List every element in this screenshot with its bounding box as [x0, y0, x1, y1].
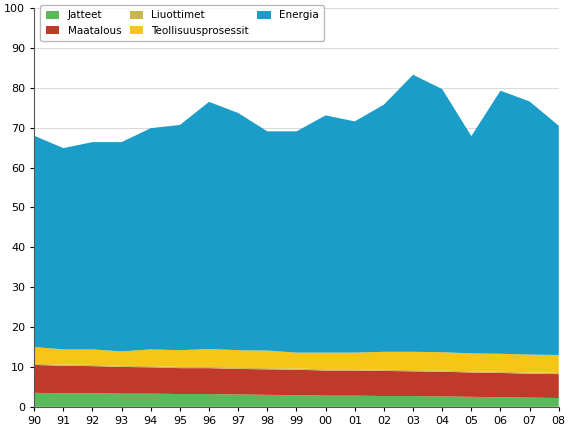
Legend: Jatteet, Maatalous, Liuottimet, Teollisuusprosessit, Energia: Jatteet, Maatalous, Liuottimet, Teollisu…: [40, 5, 324, 41]
